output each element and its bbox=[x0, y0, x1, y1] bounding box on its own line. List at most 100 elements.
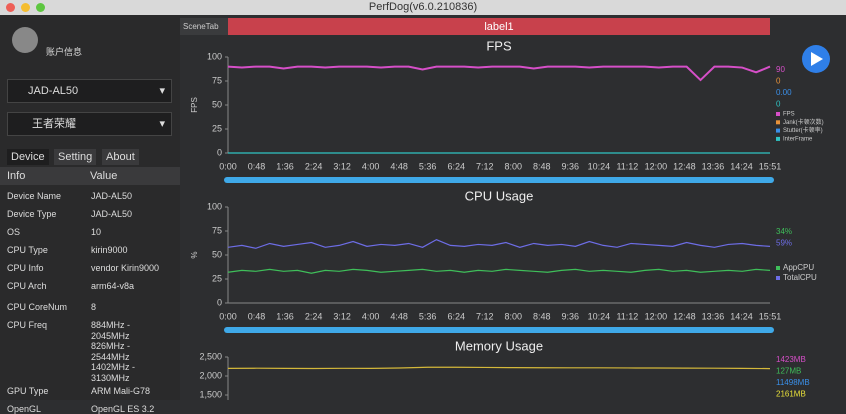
chart-title: FPS bbox=[486, 38, 512, 53]
x-tick-label: 13:36 bbox=[702, 161, 725, 171]
info-value: 2544MHz bbox=[91, 351, 130, 362]
x-tick-label: 5:36 bbox=[419, 161, 437, 171]
y-axis-label: % bbox=[190, 251, 199, 258]
y-tick-label: 2,000 bbox=[199, 370, 222, 380]
title-bar: PerfDog(v6.0.210836) bbox=[0, 0, 846, 15]
x-tick-label: 13:36 bbox=[702, 311, 725, 321]
chart-title: Memory Usage bbox=[455, 338, 543, 353]
x-tick-label: 11:12 bbox=[616, 311, 638, 321]
close[interactable] bbox=[6, 3, 15, 12]
window-title: PerfDog(v6.0.210836) bbox=[368, 1, 478, 13]
info-value: 8 bbox=[91, 302, 97, 312]
y-tick-label: 25 bbox=[212, 123, 222, 133]
series-line bbox=[227, 65, 771, 82]
account[interactable]: 账户信息 bbox=[46, 47, 83, 57]
info-key: OpenGL bbox=[7, 404, 42, 414]
info-key: Device Type bbox=[7, 209, 57, 219]
y-tick-label: 0 bbox=[217, 297, 222, 307]
current-value: 59% bbox=[776, 239, 792, 248]
scene-tab[interactable]: SceneTab bbox=[183, 22, 219, 31]
info-value: OpenGL ES 3.2 bbox=[91, 404, 155, 414]
current-value: 1423MB bbox=[776, 355, 806, 364]
legend-label: Stutter(卡顿率) bbox=[783, 126, 823, 134]
tab[interactable]: Setting bbox=[54, 149, 97, 165]
x-tick-label: 12:48 bbox=[673, 311, 696, 321]
legend-label: TotalCPU bbox=[783, 273, 817, 282]
info-value: arm64-v8a bbox=[91, 281, 135, 291]
x-tick-label: 15:51 bbox=[759, 311, 782, 321]
minimize[interactable] bbox=[21, 3, 30, 12]
legend-swatch bbox=[776, 266, 780, 270]
sidebar: 账户信息 JAD-AL50 ▾ 王者荣耀 ▾ Device Setting Abou… bbox=[0, 15, 180, 414]
legend-swatch bbox=[776, 136, 780, 141]
header-cell: Value bbox=[90, 170, 118, 182]
x-tick-label: 10:24 bbox=[588, 311, 611, 321]
x-tick-label: 15:51 bbox=[759, 161, 782, 171]
y-tick-label: 100 bbox=[207, 201, 222, 211]
info-value: 2045MHz bbox=[91, 330, 130, 341]
legend-swatch bbox=[776, 276, 780, 280]
x-tick-label: 1:36 bbox=[276, 161, 294, 171]
x-tick-label: 7:12 bbox=[476, 311, 494, 321]
legend-label: Jank(卡顿次数) bbox=[783, 118, 824, 126]
info-value: JAD-AL50 bbox=[91, 191, 133, 201]
y-tick-label: 100 bbox=[207, 51, 222, 61]
y-tick-label: 0 bbox=[217, 147, 222, 157]
info-value: 3130MHz bbox=[91, 372, 130, 383]
time-slider[interactable] bbox=[224, 177, 774, 183]
info-key: Device Name bbox=[7, 191, 62, 201]
x-tick-label: 8:00 bbox=[504, 311, 522, 321]
info-value: 826MHz - bbox=[91, 341, 131, 351]
info-key: CPU Info bbox=[7, 263, 44, 273]
info-value: kirin9000 bbox=[91, 245, 128, 255]
table-header: Info Value bbox=[0, 167, 180, 185]
x-tick-label: 8:48 bbox=[533, 161, 551, 171]
x-tick-label: 0:48 bbox=[248, 161, 266, 171]
x-tick-label: 1:36 bbox=[276, 311, 294, 321]
legend-swatch bbox=[776, 120, 780, 125]
x-tick-label: 12:00 bbox=[645, 311, 668, 321]
app-select[interactable]: 王者荣耀 ▾ bbox=[7, 112, 172, 136]
x-tick-label: 7:12 bbox=[476, 161, 494, 171]
current-value: 11498MB bbox=[776, 378, 810, 387]
x-tick-label: 12:48 bbox=[673, 161, 696, 171]
legend-label: AppCPU bbox=[783, 263, 814, 272]
info-value: vendor Kirin9000 bbox=[91, 263, 160, 273]
tab[interactable]: About bbox=[102, 149, 139, 165]
x-tick-label: 2:24 bbox=[305, 311, 323, 321]
info-key: CPU Arch bbox=[7, 281, 47, 291]
avatar[interactable] bbox=[12, 27, 38, 53]
current-value: 0 bbox=[776, 77, 781, 86]
x-tick-label: 4:00 bbox=[362, 311, 380, 321]
label: label1 bbox=[484, 21, 513, 33]
y-tick-label: 50 bbox=[212, 249, 222, 259]
zoom[interactable] bbox=[36, 3, 45, 12]
x-tick-label: 2:24 bbox=[305, 161, 323, 171]
app: 王者荣耀 bbox=[32, 118, 76, 130]
tab[interactable]: Device bbox=[7, 149, 49, 165]
info-value: 884MHz - bbox=[91, 320, 131, 330]
info-key: GPU Type bbox=[7, 386, 49, 396]
current-value: 0 bbox=[776, 100, 781, 109]
current-value: 34% bbox=[776, 227, 792, 236]
chart-title: CPU Usage bbox=[465, 188, 534, 203]
x-tick-label: 6:24 bbox=[447, 311, 465, 321]
series-line bbox=[227, 366, 771, 370]
info-key: CPU Freq bbox=[7, 320, 48, 330]
info-value: JAD-AL50 bbox=[91, 209, 133, 219]
current-value: 127MB bbox=[776, 367, 801, 376]
device-select[interactable]: JAD-AL50 ▾ bbox=[7, 79, 172, 103]
x-tick-label: 11:12 bbox=[616, 161, 638, 171]
y-axis-label: FPS bbox=[190, 97, 199, 113]
current-value: 0.00 bbox=[776, 88, 792, 97]
x-tick-label: 0:00 bbox=[219, 311, 237, 321]
time-slider[interactable] bbox=[224, 327, 774, 333]
label-bar bbox=[228, 18, 770, 35]
x-tick-label: 8:00 bbox=[504, 161, 522, 171]
info-value: 10 bbox=[91, 227, 102, 237]
device: JAD-AL50 bbox=[28, 85, 79, 97]
legend-label: FPS bbox=[783, 112, 795, 118]
x-tick-label: 3:12 bbox=[333, 161, 351, 171]
